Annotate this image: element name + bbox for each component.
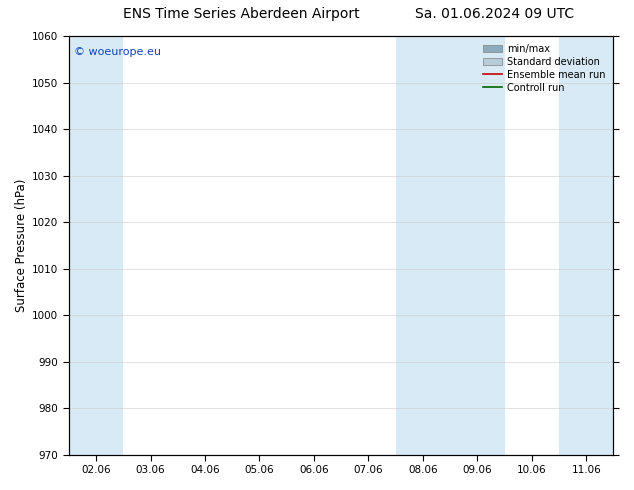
Bar: [559, 36, 614, 455]
Y-axis label: Surface Pressure (hPa): Surface Pressure (hPa): [15, 179, 28, 312]
Text: © woeurope.eu: © woeurope.eu: [74, 47, 161, 57]
Bar: [396, 36, 505, 455]
Text: Sa. 01.06.2024 09 UTC: Sa. 01.06.2024 09 UTC: [415, 7, 574, 22]
Legend: min/max, Standard deviation, Ensemble mean run, Controll run: min/max, Standard deviation, Ensemble me…: [480, 41, 609, 96]
Text: ENS Time Series Aberdeen Airport: ENS Time Series Aberdeen Airport: [122, 7, 359, 22]
Bar: [69, 36, 123, 455]
